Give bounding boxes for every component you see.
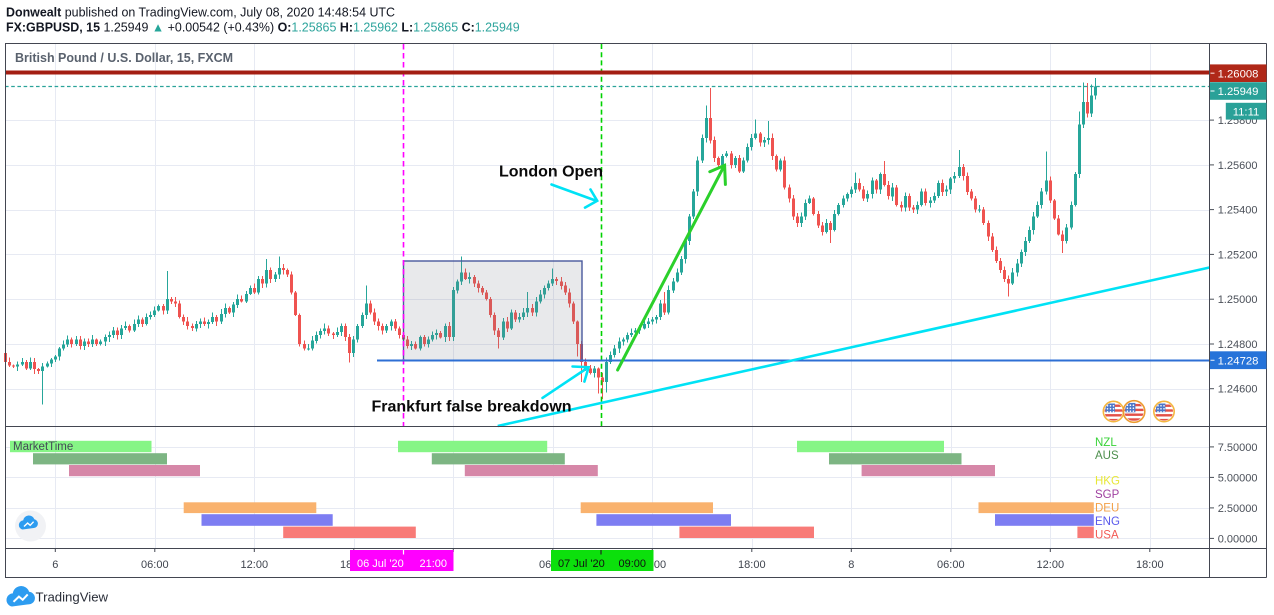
svg-text:HKG: HKG (1095, 476, 1120, 488)
svg-text:1.25200: 1.25200 (1218, 250, 1258, 262)
svg-text:2.50000: 2.50000 (1218, 503, 1258, 515)
svg-text:09:00: 09:00 (618, 558, 646, 570)
svg-text:06:00: 06:00 (937, 559, 965, 571)
svg-text:18:00: 18:00 (738, 559, 766, 571)
svg-text:USA: USA (1095, 529, 1119, 541)
svg-text:1.26008: 1.26008 (1218, 68, 1259, 80)
svg-text:8: 8 (848, 559, 854, 571)
svg-text:NZL: NZL (1095, 437, 1117, 449)
svg-text:London Open: London Open (499, 164, 603, 181)
svg-text:1.25949: 1.25949 (1218, 86, 1259, 98)
svg-text:TradingView: TradingView (36, 590, 109, 605)
svg-text:1.25400: 1.25400 (1218, 205, 1258, 217)
svg-text:SGP: SGP (1095, 489, 1120, 501)
svg-text:7.50000: 7.50000 (1218, 442, 1258, 454)
svg-text:British Pound / U.S. Dollar, 1: British Pound / U.S. Dollar, 15, FXCM (15, 51, 233, 65)
svg-text:12:00: 12:00 (1037, 559, 1065, 571)
svg-text:1.25600: 1.25600 (1218, 160, 1258, 172)
svg-text:0.00000: 0.00000 (1218, 534, 1258, 546)
svg-text:1.24728: 1.24728 (1218, 355, 1259, 367)
svg-text:07 Jul '20: 07 Jul '20 (558, 558, 605, 570)
svg-text:AUS: AUS (1095, 450, 1119, 462)
svg-text:21:00: 21:00 (419, 558, 447, 570)
svg-text:Frankfurt false breakdown: Frankfurt false breakdown (372, 399, 572, 416)
svg-text:ENG: ENG (1095, 516, 1120, 528)
svg-text:Donwealt published on TradingV: Donwealt published on TradingView.com, J… (6, 6, 395, 20)
svg-text:DEU: DEU (1095, 503, 1119, 515)
svg-text:18:00: 18:00 (1136, 559, 1164, 571)
svg-text:12:00: 12:00 (241, 559, 269, 571)
svg-text:1.24600: 1.24600 (1218, 384, 1258, 396)
svg-text:1.24800: 1.24800 (1218, 339, 1258, 351)
svg-text:06 Jul '20: 06 Jul '20 (357, 558, 404, 570)
svg-text:11:11: 11:11 (1233, 106, 1260, 118)
svg-text:FX:GBPUSD, 15 1.25949 ▲ +0.00: FX:GBPUSD, 15 1.25949 ▲ +0.00542 (+0.43%… (6, 21, 520, 35)
svg-text:6: 6 (52, 559, 58, 571)
svg-text:06:00: 06:00 (141, 559, 169, 571)
svg-text:1.25000: 1.25000 (1218, 294, 1258, 306)
svg-text:MarketTime: MarketTime (13, 441, 73, 453)
svg-text:5.00000: 5.00000 (1218, 473, 1258, 485)
